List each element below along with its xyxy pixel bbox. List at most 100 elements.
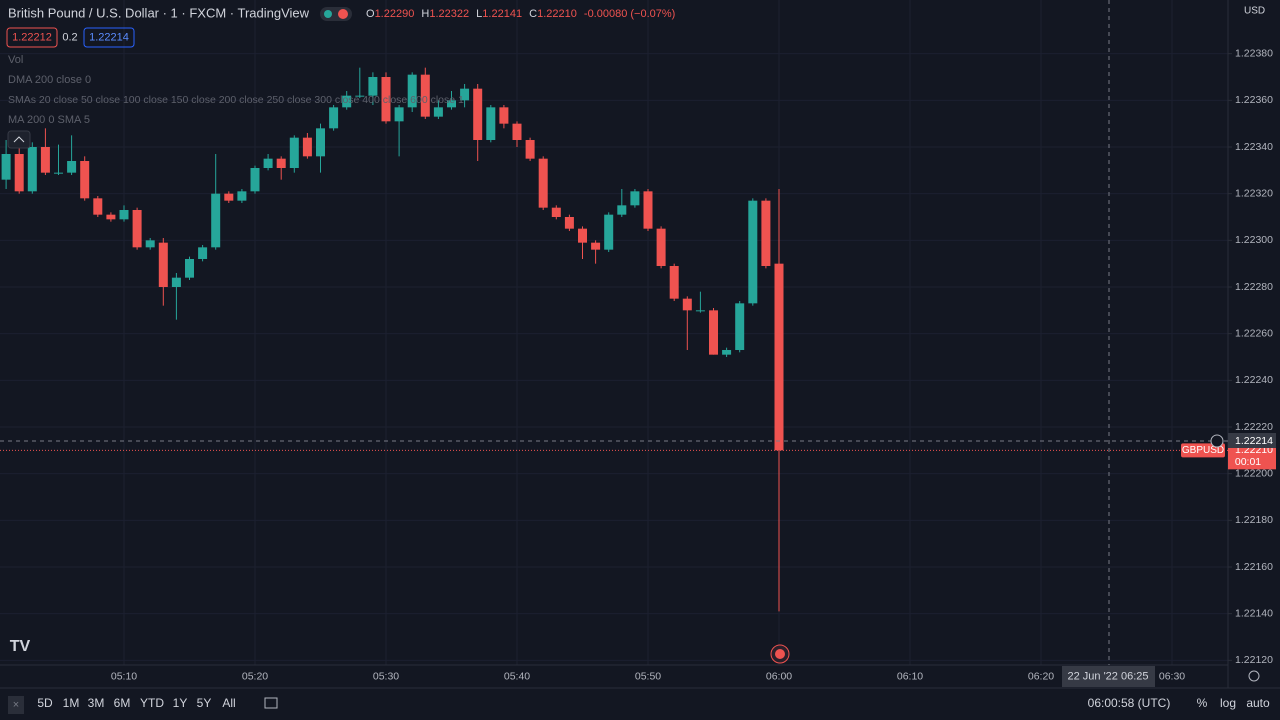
- x-tick-label: 05:40: [504, 670, 530, 682]
- buy-button[interactable]: [83, 27, 135, 48]
- label: C: [529, 8, 537, 20]
- range-button[interactable]: 5D: [37, 696, 53, 710]
- y-tick-label: 1.22200: [1235, 467, 1273, 479]
- date-range-icon[interactable]: [264, 697, 278, 709]
- candle-body: [211, 193, 221, 248]
- add-alert-button[interactable]: [1210, 434, 1224, 448]
- y-tick-label: 1.22260: [1235, 327, 1273, 339]
- close-icon: ×: [13, 699, 19, 711]
- x-tick-label: 05:50: [635, 670, 661, 682]
- candle-body: [578, 228, 587, 243]
- x-tick-label: 06:00: [766, 670, 792, 682]
- candle-body: [748, 200, 758, 304]
- x-tick-label: 05:20: [242, 670, 268, 682]
- x-tick-label: 06:10: [897, 670, 923, 682]
- candle-body: [80, 161, 90, 199]
- settings-icon[interactable]: [1248, 670, 1260, 682]
- currency[interactable]: USD: [1244, 6, 1265, 17]
- symbol-tag: GBPUSD: [1182, 445, 1224, 456]
- candle-body: [538, 158, 548, 208]
- close-button[interactable]: [8, 696, 24, 714]
- range-button[interactable]: 1M: [63, 696, 80, 710]
- data-status: [338, 9, 348, 19]
- candle-body: [145, 240, 155, 248]
- y-tick-label: 1.22240: [1235, 374, 1273, 386]
- x-tick-label: 05:10: [111, 670, 137, 682]
- candle-body: [263, 158, 273, 168]
- candle-body: [525, 140, 535, 159]
- candle-body: [695, 310, 705, 312]
- candle-body: [656, 228, 666, 266]
- indicator[interactable]: SMAs 20 close 50 close 100 close 150 clo…: [8, 94, 464, 106]
- value: 1.22290: [375, 8, 415, 20]
- candle-body: [669, 266, 679, 299]
- crosshair-price: 1.22214: [1235, 435, 1273, 447]
- ask-price: 1.22214: [89, 31, 129, 43]
- candle-body: [591, 242, 601, 250]
- candle-body: [499, 107, 509, 124]
- scale-option[interactable]: auto: [1246, 696, 1270, 710]
- candle-body: [473, 88, 483, 140]
- y-tick-label: 1.22160: [1235, 561, 1273, 573]
- candle-body: [329, 107, 339, 129]
- y-tick-label: 1.22280: [1235, 281, 1273, 293]
- candle-body: [93, 198, 103, 215]
- range-button[interactable]: 3M: [88, 696, 105, 710]
- candle-body: [682, 298, 692, 311]
- candle-body: [604, 214, 614, 250]
- candle-body: [302, 137, 312, 157]
- ohlc-legend: O1.22290 H1.22322 L1.22141 C1.22210 -0.0…: [366, 8, 675, 20]
- candle-body: [355, 95, 365, 97]
- y-tick-label: 1.22340: [1235, 141, 1273, 153]
- candle-body: [735, 303, 745, 350]
- indicator[interactable]: Vol: [8, 54, 23, 66]
- candles: [1, 67, 784, 612]
- collapse-icon: [13, 136, 25, 143]
- crosshair-time: 22 Jun '22 06:25: [1067, 670, 1148, 682]
- range-button[interactable]: 1Y: [173, 696, 188, 710]
- candle-body: [289, 137, 299, 168]
- candle-body: [709, 310, 718, 355]
- candle-body: [54, 172, 63, 174]
- scale-option[interactable]: log: [1220, 696, 1236, 710]
- symbol-title: British Pound / U.S. Dollar · 1 · FXCM ·…: [8, 5, 310, 20]
- range-button[interactable]: 6M: [114, 696, 131, 710]
- x-tick-label: 05:30: [373, 670, 399, 682]
- y-tick-label: 1.22180: [1235, 514, 1273, 526]
- indicator[interactable]: DMA 200 close 0: [8, 74, 91, 86]
- candle-body: [630, 191, 640, 206]
- bid-price: 1.22212: [12, 31, 52, 43]
- candle-body: [1, 154, 11, 180]
- y-tick-label: 1.22120: [1235, 654, 1273, 666]
- candle-body: [407, 74, 417, 108]
- candle-body: [40, 147, 50, 173]
- range-button[interactable]: YTD: [140, 696, 164, 710]
- label: O: [366, 8, 375, 20]
- sell-button[interactable]: [6, 27, 58, 48]
- candle-body: [774, 263, 784, 451]
- candle-body: [67, 161, 77, 173]
- candle-body: [722, 350, 732, 355]
- value: 1.22141: [482, 8, 522, 20]
- range-button[interactable]: All: [222, 696, 235, 710]
- y-tick-label: 1.22380: [1235, 47, 1273, 59]
- tv-logo: TV: [10, 638, 31, 655]
- scale-option[interactable]: %: [1197, 696, 1208, 710]
- indicator[interactable]: MA 200 0 SMA 5: [8, 114, 90, 126]
- candle-body: [171, 277, 181, 287]
- collapse-button[interactable]: [7, 130, 31, 149]
- candle-body: [185, 259, 194, 278]
- crosshair-time-box: [1062, 666, 1155, 687]
- bottom-bar: 5D 1M 3M 6M YTD 1Y 5Y All% log auto: [37, 696, 1270, 710]
- clock[interactable]: 06:00:58 (UTC): [1088, 696, 1171, 710]
- grid: [0, 0, 1232, 665]
- candle-body: [14, 154, 24, 192]
- y-tick-label: 1.22320: [1235, 187, 1273, 199]
- candle-body: [106, 214, 116, 220]
- candle-body: [250, 168, 260, 192]
- y-tick-label: 1.22220: [1235, 421, 1273, 433]
- y-tick-label: 1.22140: [1235, 607, 1273, 619]
- range-button[interactable]: 5Y: [197, 696, 212, 710]
